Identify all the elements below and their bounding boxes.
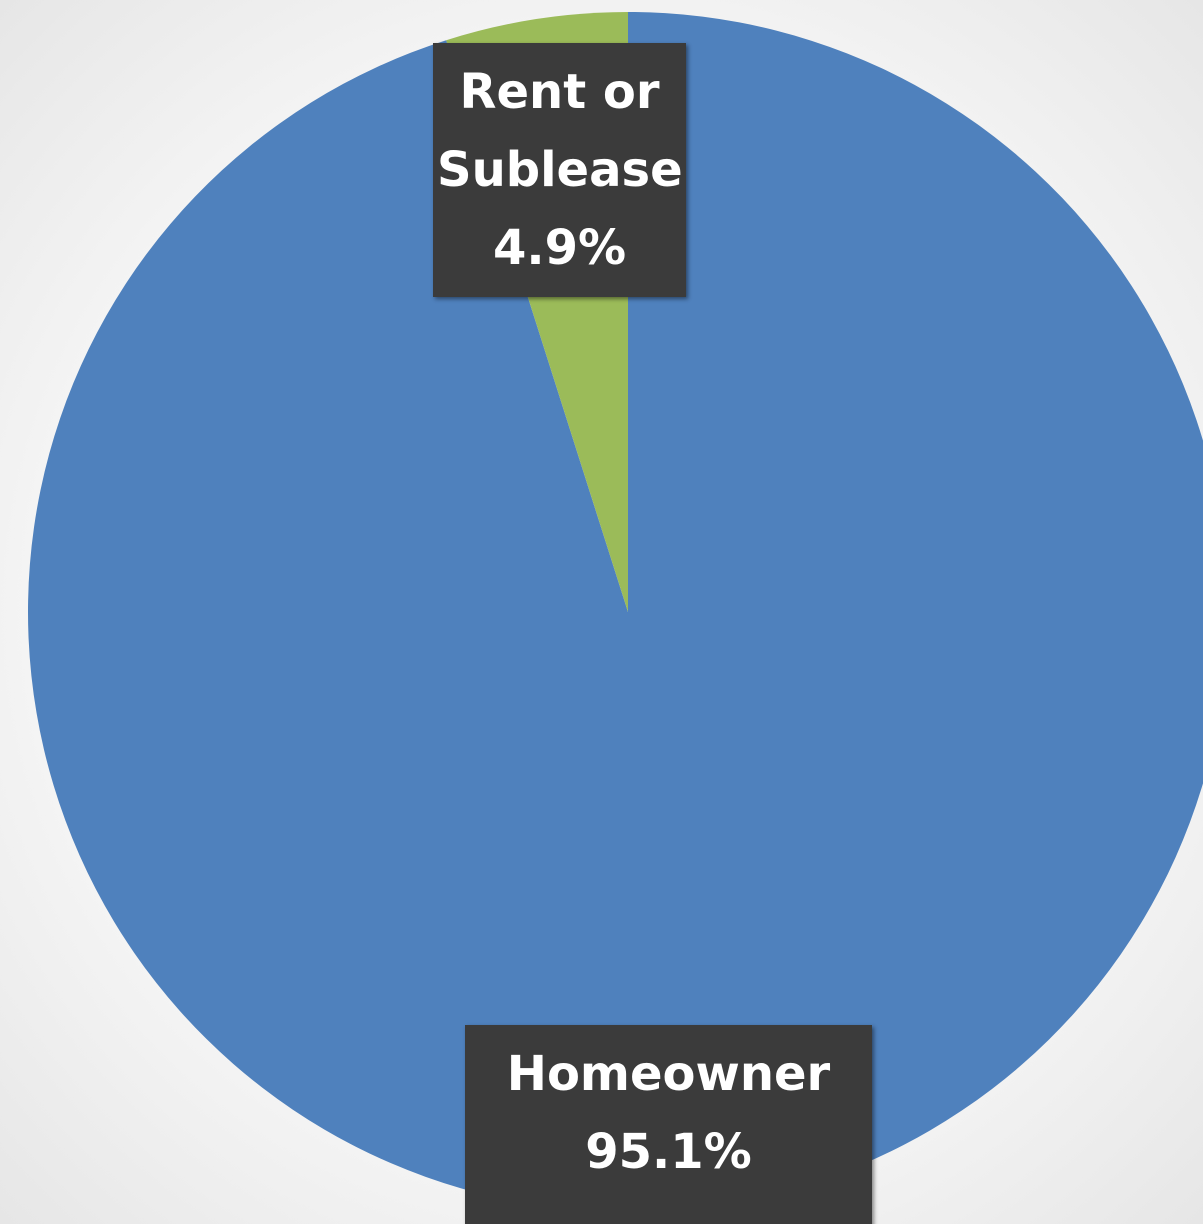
value-label: 95.1% <box>585 1124 752 1180</box>
category-label: Homeowner <box>506 1046 831 1102</box>
category-label: Rent or Sublease <box>437 64 683 198</box>
pie-slice <box>28 12 1203 1212</box>
data-label: Homeowner 95.1% <box>465 1025 872 1224</box>
data-label: Rent or Sublease 4.9% <box>433 43 686 297</box>
value-label: 4.9% <box>492 220 627 276</box>
